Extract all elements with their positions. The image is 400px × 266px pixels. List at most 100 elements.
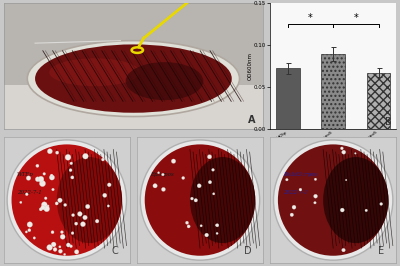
Text: WTEp: WTEp xyxy=(16,172,33,177)
Circle shape xyxy=(83,215,87,220)
Circle shape xyxy=(71,232,74,235)
Circle shape xyxy=(70,162,72,165)
Ellipse shape xyxy=(323,157,388,243)
Circle shape xyxy=(314,202,316,204)
Circle shape xyxy=(212,168,214,171)
Circle shape xyxy=(197,184,201,188)
Circle shape xyxy=(340,147,343,150)
Text: E: E xyxy=(378,246,384,256)
Circle shape xyxy=(59,246,61,248)
Circle shape xyxy=(39,208,42,211)
Circle shape xyxy=(208,180,212,184)
Polygon shape xyxy=(4,3,263,85)
Circle shape xyxy=(162,188,166,191)
Circle shape xyxy=(187,225,190,228)
Text: 2022-7-1: 2022-7-1 xyxy=(283,190,308,195)
Circle shape xyxy=(56,151,59,154)
Circle shape xyxy=(194,198,198,202)
Circle shape xyxy=(107,205,110,207)
Circle shape xyxy=(50,174,53,177)
Bar xyxy=(321,54,345,129)
Circle shape xyxy=(314,194,318,198)
Circle shape xyxy=(66,243,70,247)
Circle shape xyxy=(190,197,194,200)
Circle shape xyxy=(342,150,346,154)
Y-axis label: OD600nm: OD600nm xyxy=(248,52,252,80)
Circle shape xyxy=(216,225,217,226)
Circle shape xyxy=(60,234,65,239)
Circle shape xyxy=(70,245,72,248)
Text: 2022-7-1: 2022-7-1 xyxy=(16,190,41,195)
Circle shape xyxy=(65,154,71,160)
Circle shape xyxy=(162,173,164,176)
Circle shape xyxy=(103,193,107,197)
Text: D: D xyxy=(244,246,252,256)
Circle shape xyxy=(365,209,368,212)
Circle shape xyxy=(58,198,62,203)
Circle shape xyxy=(153,184,157,188)
Circle shape xyxy=(69,169,72,172)
Ellipse shape xyxy=(278,144,388,256)
Circle shape xyxy=(345,179,347,181)
Ellipse shape xyxy=(7,140,126,260)
Circle shape xyxy=(35,177,40,182)
Circle shape xyxy=(290,213,294,217)
Circle shape xyxy=(340,208,344,212)
Ellipse shape xyxy=(126,62,203,100)
Polygon shape xyxy=(4,85,263,129)
Circle shape xyxy=(52,188,54,191)
Circle shape xyxy=(55,202,58,205)
Circle shape xyxy=(292,205,296,209)
Circle shape xyxy=(171,159,176,163)
Circle shape xyxy=(25,193,28,196)
Circle shape xyxy=(41,205,45,210)
Circle shape xyxy=(72,214,74,217)
Circle shape xyxy=(36,164,39,167)
Circle shape xyxy=(86,204,90,209)
Circle shape xyxy=(51,242,56,247)
Ellipse shape xyxy=(35,44,232,113)
Circle shape xyxy=(47,244,52,250)
Circle shape xyxy=(182,176,185,180)
Circle shape xyxy=(216,232,218,234)
Circle shape xyxy=(78,211,82,216)
Text: *: * xyxy=(308,13,313,23)
Circle shape xyxy=(33,237,36,239)
Text: A: A xyxy=(248,115,255,125)
Text: *: * xyxy=(354,13,358,23)
Circle shape xyxy=(71,176,74,179)
Text: PbΔd3::rpos: PbΔd3::rpos xyxy=(283,172,317,177)
Ellipse shape xyxy=(12,144,122,256)
Circle shape xyxy=(58,249,62,253)
Circle shape xyxy=(42,202,47,207)
Circle shape xyxy=(64,253,66,255)
Circle shape xyxy=(51,231,54,234)
Circle shape xyxy=(53,247,57,251)
Circle shape xyxy=(74,250,79,254)
Circle shape xyxy=(95,219,99,223)
Ellipse shape xyxy=(49,58,140,86)
Circle shape xyxy=(20,201,22,203)
Circle shape xyxy=(200,225,202,227)
Circle shape xyxy=(49,175,54,180)
Circle shape xyxy=(80,222,85,227)
Circle shape xyxy=(342,248,345,252)
Circle shape xyxy=(60,231,63,234)
Ellipse shape xyxy=(140,140,260,260)
Circle shape xyxy=(102,158,104,161)
Ellipse shape xyxy=(274,140,393,260)
Circle shape xyxy=(380,202,383,205)
Circle shape xyxy=(28,229,31,232)
Circle shape xyxy=(44,206,50,212)
Circle shape xyxy=(354,152,356,154)
Circle shape xyxy=(299,188,302,191)
Circle shape xyxy=(314,178,317,181)
Text: C: C xyxy=(111,246,118,256)
Circle shape xyxy=(47,149,52,154)
Circle shape xyxy=(27,222,32,227)
Circle shape xyxy=(208,155,212,159)
Circle shape xyxy=(74,222,78,225)
Circle shape xyxy=(83,153,88,159)
Circle shape xyxy=(44,197,47,200)
Circle shape xyxy=(212,193,215,195)
